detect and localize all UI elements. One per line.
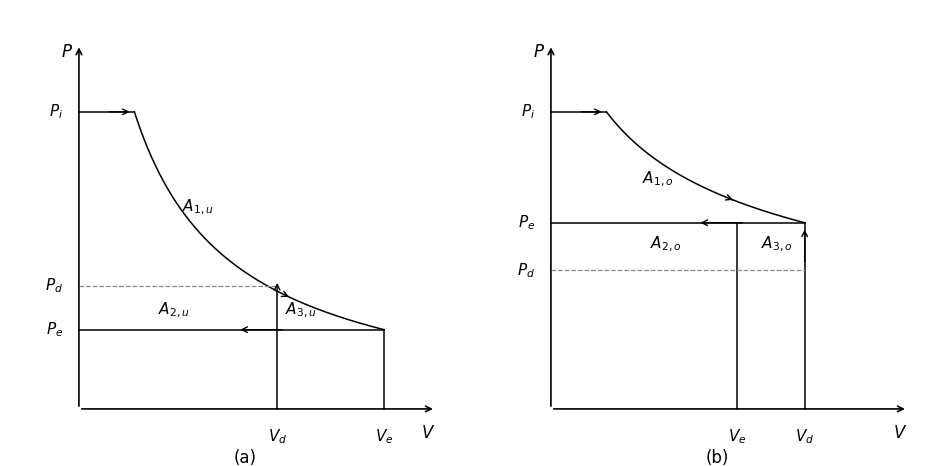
Text: $P_d$: $P_d$ [517,261,535,280]
Text: $A_{2,u}$: $A_{2,u}$ [159,300,190,320]
Text: P: P [62,43,72,62]
Text: $V_e$: $V_e$ [728,427,747,446]
Text: $A_{2,o}$: $A_{2,o}$ [650,235,682,254]
Text: (b): (b) [706,448,729,466]
Text: $A_{3,u}$: $A_{3,u}$ [285,300,317,320]
Text: P: P [534,43,544,62]
Text: $P_d$: $P_d$ [45,277,63,295]
Text: V: V [422,424,433,442]
Text: $V_e$: $V_e$ [375,427,394,446]
Text: (a): (a) [234,448,257,466]
Text: $A_{3,o}$: $A_{3,o}$ [761,235,793,254]
Text: $V_d$: $V_d$ [267,427,287,446]
Text: V: V [894,424,905,442]
Text: $P_i$: $P_i$ [521,103,535,121]
Text: $P_e$: $P_e$ [518,213,535,232]
Text: $A_{1,u}$: $A_{1,u}$ [182,197,213,217]
Text: $P_i$: $P_i$ [49,103,63,121]
Text: $V_d$: $V_d$ [795,427,815,446]
Text: $A_{1,o}$: $A_{1,o}$ [642,170,674,189]
Text: $P_e$: $P_e$ [46,320,63,339]
